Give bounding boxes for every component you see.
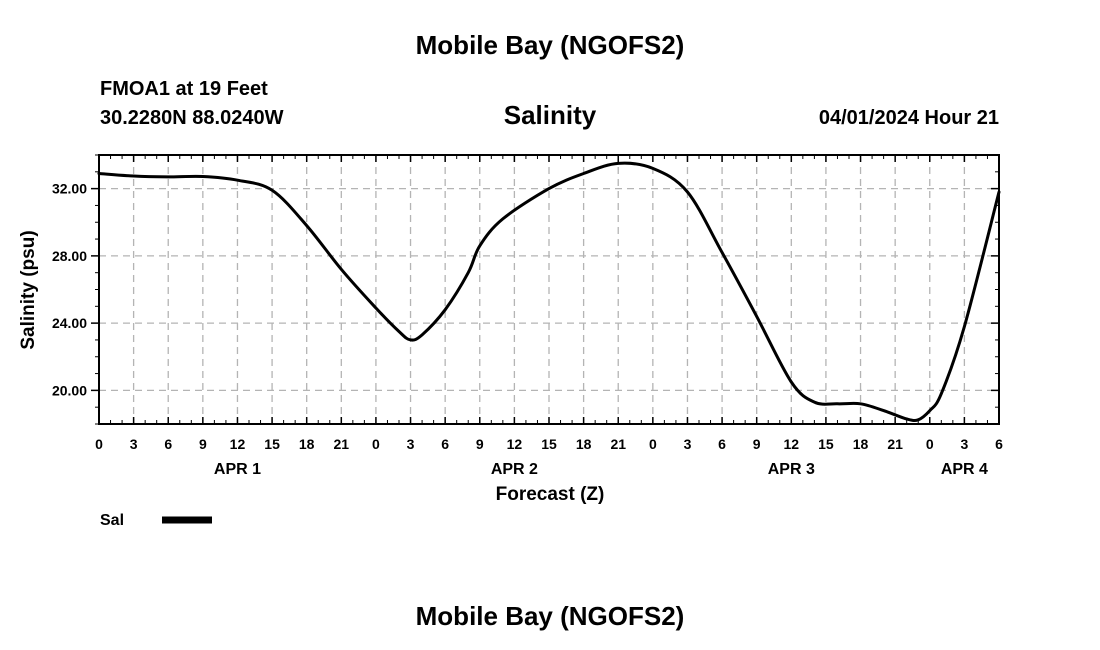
date-label: APR 3 — [768, 461, 815, 478]
x-tick-label: 0 — [372, 436, 380, 452]
legend-label-sal: Sal — [100, 512, 124, 529]
chart-subtitle: Salinity — [504, 100, 597, 130]
forecast-datetime: 04/01/2024 Hour 21 — [819, 107, 999, 129]
x-tick-labels: 0 3 6 9 12 15 18 21 0 3 6 9 12 15 18 21 0 3 6 9 12 15 18 21 0 3 6 — [95, 436, 1003, 452]
y-tick-label: 32.00 — [52, 181, 87, 197]
date-labels: APR 1 APR 2 APR 3 APR 4 — [214, 461, 988, 478]
x-axis-title: Forecast (Z) — [496, 484, 605, 505]
y-tick-label: 28.00 — [52, 248, 87, 264]
date-label: APR 4 — [941, 461, 988, 478]
y-tick-label: 24.00 — [52, 315, 87, 331]
x-tick-label: 18 — [299, 436, 315, 452]
x-tick-label: 15 — [541, 436, 557, 452]
x-tick-label: 6 — [164, 436, 172, 452]
chart-title-top: Mobile Bay (NGOFS2) — [416, 30, 685, 60]
x-tick-label: 0 — [649, 436, 657, 452]
x-tick-label: 6 — [718, 436, 726, 452]
station-coordinates: 30.2280N 88.0240W — [100, 107, 284, 129]
x-tick-label: 15 — [818, 436, 834, 452]
x-tick-label: 3 — [960, 436, 968, 452]
x-tick-label: 18 — [853, 436, 869, 452]
date-label: APR 1 — [214, 461, 261, 478]
date-label: APR 2 — [491, 461, 538, 478]
x-tick-label: 15 — [264, 436, 280, 452]
y-tick-label: 20.00 — [52, 382, 87, 398]
x-tick-label: 0 — [926, 436, 934, 452]
x-tick-label: 3 — [130, 436, 138, 452]
station-label: FMOA1 at 19 Feet — [100, 78, 268, 100]
x-tick-label: 21 — [610, 436, 626, 452]
x-tick-label: 21 — [334, 436, 350, 452]
x-tick-label: 6 — [995, 436, 1003, 452]
x-tick-label: 9 — [199, 436, 207, 452]
grid-lines — [99, 155, 999, 424]
y-tick-labels: 20.00 24.00 28.00 32.00 — [52, 181, 87, 399]
series-layer — [97, 161, 1001, 423]
x-tick-label: 9 — [476, 436, 484, 452]
chart-title-bottom: Mobile Bay (NGOFS2) — [416, 601, 685, 631]
x-tick-label: 12 — [784, 436, 800, 452]
x-tick-label: 12 — [230, 436, 246, 452]
x-tick-label: 3 — [684, 436, 692, 452]
legend: Sal — [100, 512, 212, 529]
x-tick-label: 6 — [441, 436, 449, 452]
x-tick-label: 9 — [753, 436, 761, 452]
x-tick-label: 3 — [407, 436, 415, 452]
x-tick-label: 0 — [95, 436, 103, 452]
x-tick-label: 18 — [576, 436, 592, 452]
axis-ticks — [91, 154, 1000, 425]
y-axis-title: Salinity (psu) — [18, 230, 39, 349]
x-tick-label: 12 — [507, 436, 523, 452]
x-tick-label: 21 — [887, 436, 903, 452]
series-line-sal — [97, 161, 1001, 423]
